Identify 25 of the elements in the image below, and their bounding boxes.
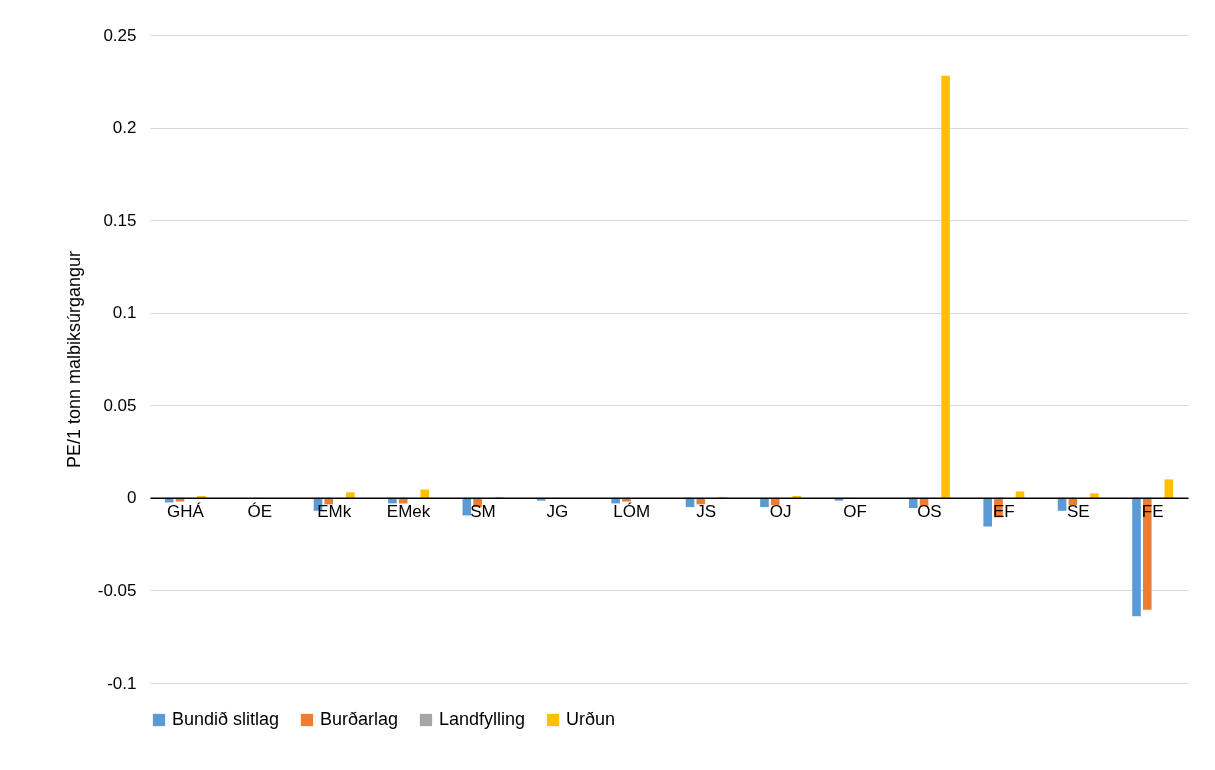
x-tick-label: EMk [317, 502, 352, 522]
x-tick-label: SE [1066, 502, 1090, 522]
y-tick-label: 0.1 [112, 303, 137, 323]
x-tick-label: SM [470, 502, 496, 522]
legend-label: Bundið slitlag [172, 709, 280, 729]
x-tick-label: EMek [386, 502, 431, 522]
y-tick-label: 0.25 [103, 25, 137, 45]
x-tick-label: JG [546, 502, 569, 522]
y-tick-label: 0.05 [103, 395, 137, 415]
x-tick-label: OF [843, 502, 867, 522]
x-tick-label: ÓE [247, 502, 273, 522]
legend-label: Burðarlag [320, 709, 399, 729]
x-tick-label: LÓM [613, 502, 651, 522]
y-tick-label: 0.2 [112, 118, 137, 138]
x-tick-label: OJ [769, 502, 792, 522]
legend-label: Landfylling [439, 709, 526, 729]
y-axis-title: PE/1 tonn malbiksúrgangur [63, 250, 84, 469]
y-tick-label: 0.15 [103, 210, 137, 230]
x-tick-label: OS [917, 502, 942, 522]
x-tick-label: JS [696, 502, 717, 522]
y-tick-label: -0.05 [97, 580, 137, 600]
y-tick-label: 0 [127, 488, 137, 508]
legend-label: Urðun [566, 709, 616, 729]
x-tick-label: GHÁ [166, 502, 205, 522]
y-tick-label: -0.1 [107, 673, 137, 693]
